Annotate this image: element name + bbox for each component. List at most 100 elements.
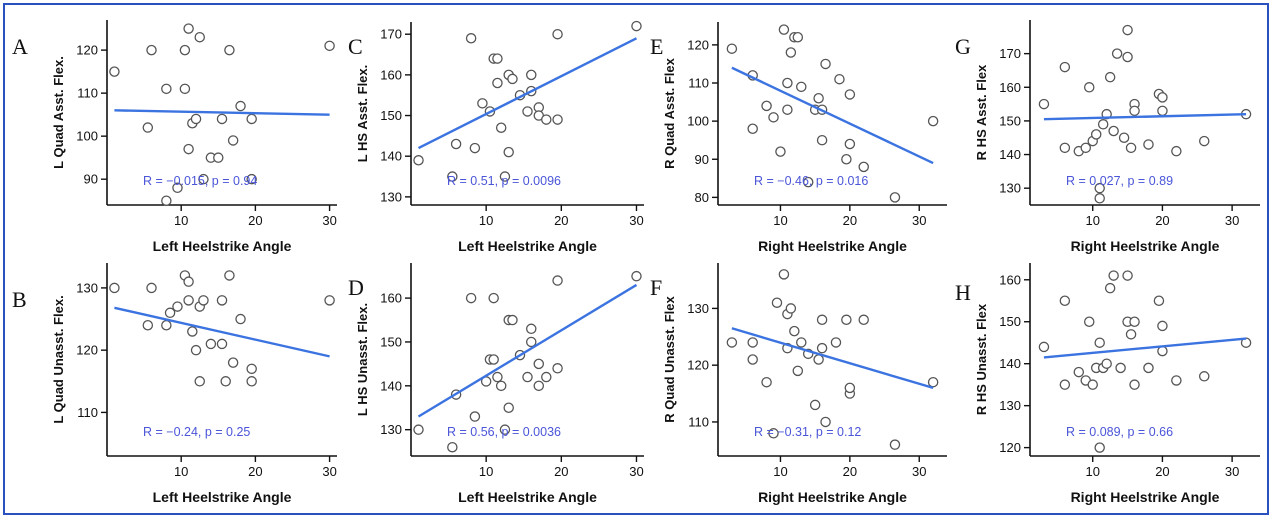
data-point bbox=[1153, 295, 1165, 307]
data-point bbox=[1038, 98, 1050, 110]
y-tick-label: 150 bbox=[380, 108, 402, 123]
data-point bbox=[469, 142, 481, 154]
y-tick-label: 140 bbox=[999, 356, 1021, 371]
x-tick-label: 10 bbox=[773, 464, 787, 479]
data-point bbox=[789, 325, 800, 337]
panel-letter: B bbox=[12, 287, 27, 312]
stat-annotation: R = −0.46, p = 0.016 bbox=[754, 174, 868, 188]
data-point bbox=[533, 358, 545, 370]
data-point bbox=[161, 195, 172, 206]
data-point bbox=[447, 441, 458, 453]
data-point bbox=[1083, 316, 1095, 327]
data-point bbox=[1118, 132, 1130, 143]
data-point bbox=[820, 58, 831, 70]
x-axis-title: Right Heelstrike Angle bbox=[758, 238, 907, 254]
y-tick-label: 130 bbox=[999, 398, 1021, 413]
data-point bbox=[183, 295, 194, 306]
data-point bbox=[844, 382, 856, 394]
data-point bbox=[324, 40, 335, 52]
data-point bbox=[844, 89, 856, 100]
y-tick-label: 140 bbox=[380, 378, 402, 393]
y-tick-label: 140 bbox=[999, 147, 1021, 162]
data-point bbox=[844, 138, 856, 150]
x-tick-label: 20 bbox=[248, 213, 262, 228]
data-point bbox=[1101, 358, 1112, 369]
data-point bbox=[1038, 341, 1050, 353]
data-point bbox=[1122, 270, 1133, 281]
data-point bbox=[526, 69, 537, 81]
data-point bbox=[552, 275, 563, 286]
data-point bbox=[179, 83, 191, 95]
data-point bbox=[1143, 139, 1154, 150]
data-point bbox=[495, 380, 507, 392]
data-point bbox=[768, 428, 779, 439]
data-point bbox=[1115, 362, 1126, 374]
data-point bbox=[1122, 51, 1133, 63]
data-point bbox=[533, 380, 545, 392]
y-axis-title: R HS Unasst. Flex bbox=[974, 303, 989, 415]
y-tick-label: 130 bbox=[687, 301, 709, 316]
data-point bbox=[775, 146, 786, 157]
data-point bbox=[1059, 61, 1071, 73]
data-point bbox=[768, 112, 779, 123]
y-tick-label: 130 bbox=[999, 181, 1021, 196]
regression-line bbox=[417, 283, 638, 418]
data-point bbox=[109, 282, 120, 294]
data-point bbox=[1097, 119, 1109, 130]
regression-line bbox=[417, 37, 638, 150]
data-point bbox=[1094, 182, 1105, 194]
data-point bbox=[1059, 379, 1071, 390]
data-point bbox=[1157, 345, 1168, 357]
x-tick-label: 30 bbox=[629, 464, 643, 479]
regression-line bbox=[731, 66, 934, 165]
data-point bbox=[1157, 92, 1168, 103]
y-axis-title: R Quad Unasst. Flex bbox=[662, 296, 677, 423]
panel-letter: G bbox=[955, 34, 971, 59]
data-point bbox=[820, 416, 831, 428]
data-point bbox=[190, 113, 202, 125]
data-point bbox=[1073, 366, 1085, 378]
data-point bbox=[161, 83, 172, 95]
y-tick-label: 160 bbox=[999, 80, 1021, 95]
data-point bbox=[246, 376, 257, 387]
x-tick-label: 30 bbox=[1225, 213, 1239, 228]
data-point bbox=[194, 31, 205, 43]
data-point bbox=[1129, 316, 1140, 327]
stat-annotation: R = 0.51, p = 0.0096 bbox=[447, 174, 561, 188]
y-tick-label: 160 bbox=[380, 67, 402, 82]
data-point bbox=[1125, 142, 1137, 154]
y-tick-label: 100 bbox=[76, 129, 98, 144]
data-point bbox=[146, 282, 157, 294]
data-point bbox=[447, 171, 458, 182]
data-point bbox=[785, 303, 797, 314]
data-point bbox=[834, 73, 845, 85]
data-point bbox=[1080, 142, 1092, 154]
data-point bbox=[1059, 295, 1071, 307]
data-point bbox=[552, 28, 563, 40]
data-point bbox=[747, 354, 758, 365]
data-point bbox=[813, 354, 824, 365]
data-point bbox=[802, 176, 814, 188]
stat-annotation: R = 0.089, p = 0.66 bbox=[1066, 425, 1173, 439]
data-point bbox=[503, 402, 514, 413]
y-tick-label: 120 bbox=[76, 343, 98, 358]
y-axis-title: L Quad Unasst. Flex. bbox=[51, 295, 66, 423]
data-point bbox=[172, 182, 183, 194]
data-point bbox=[1108, 270, 1119, 281]
y-axis-title: R Quad Asst. Flex bbox=[662, 57, 677, 169]
x-tick-label: 30 bbox=[912, 213, 926, 228]
y-tick-label: 150 bbox=[999, 113, 1021, 128]
y-tick-label: 110 bbox=[688, 414, 709, 429]
data-point bbox=[927, 115, 939, 127]
data-point bbox=[216, 113, 228, 125]
data-point bbox=[499, 424, 511, 435]
data-point bbox=[771, 297, 783, 308]
x-tick-label: 10 bbox=[1085, 213, 1099, 228]
data-point bbox=[1171, 375, 1182, 386]
data-point bbox=[631, 270, 642, 282]
data-point bbox=[809, 399, 821, 411]
data-point bbox=[1157, 320, 1168, 332]
data-point bbox=[1111, 48, 1123, 59]
data-point bbox=[552, 114, 563, 125]
